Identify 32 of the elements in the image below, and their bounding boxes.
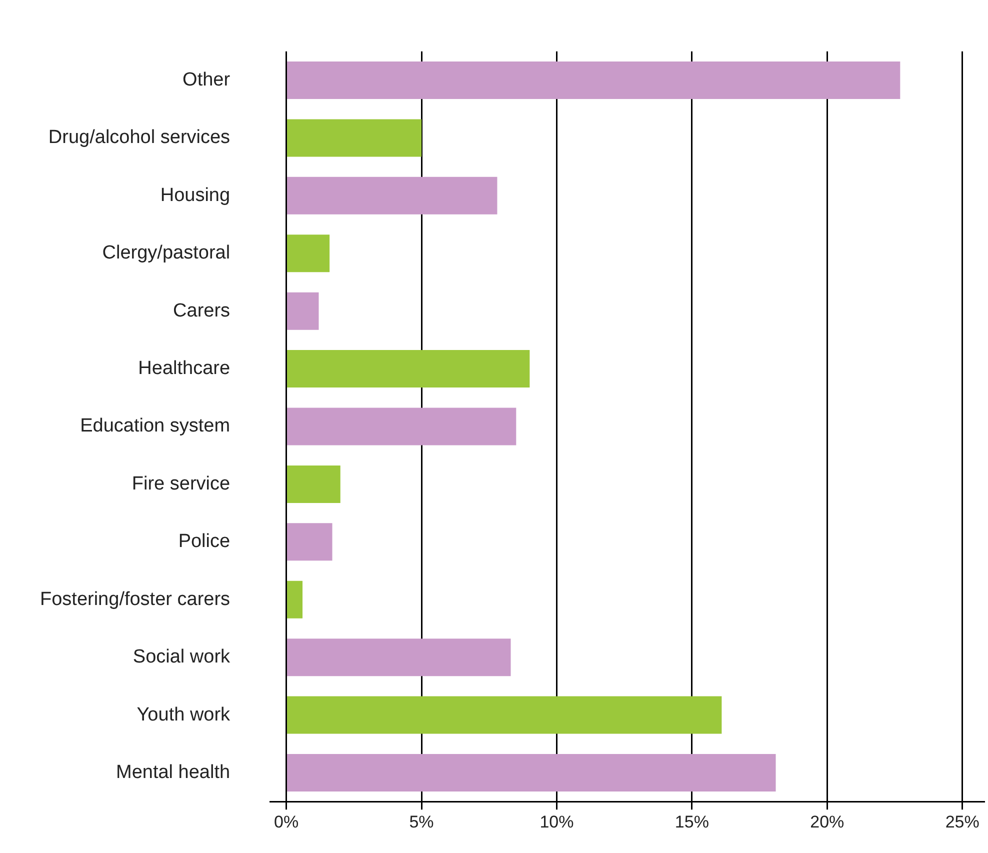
bar [287, 119, 422, 157]
y-tick-label: Carers [173, 300, 230, 322]
y-tick-label: Fostering/foster carers [40, 588, 230, 610]
y-tick-label: Fire service [132, 473, 230, 494]
y-tick-label: Clergy/pastoral [102, 242, 230, 264]
x-tick-label: 5% [409, 812, 434, 832]
bar [287, 580, 303, 618]
bar [287, 350, 530, 388]
y-tick-label: Other [182, 69, 231, 90]
x-tick-label: 25% [945, 812, 980, 832]
y-tick-label: Police [178, 531, 230, 552]
bar [287, 523, 332, 561]
bar [287, 754, 776, 792]
y-tick-label: Youth work [136, 704, 231, 726]
y-tick-label: Healthcare [138, 358, 230, 380]
bar [287, 292, 319, 330]
x-tick-label: 10% [540, 812, 574, 832]
x-tick-label: 0% [274, 812, 299, 832]
bar [287, 408, 516, 446]
bar [287, 638, 511, 676]
y-tick-label: Housing [160, 184, 230, 206]
x-tick-label: 15% [674, 812, 709, 832]
bar [287, 234, 330, 272]
y-tick-label: Education system [80, 416, 230, 437]
bar [287, 176, 498, 214]
bar [287, 62, 900, 100]
y-tick-label: Drug/alcohol services [48, 127, 230, 148]
bar [287, 465, 340, 503]
y-tick-label: Social work [132, 646, 231, 668]
y-tick-label: Mental health [116, 762, 230, 783]
x-tick-label: 20% [810, 812, 844, 832]
bar [287, 696, 722, 734]
